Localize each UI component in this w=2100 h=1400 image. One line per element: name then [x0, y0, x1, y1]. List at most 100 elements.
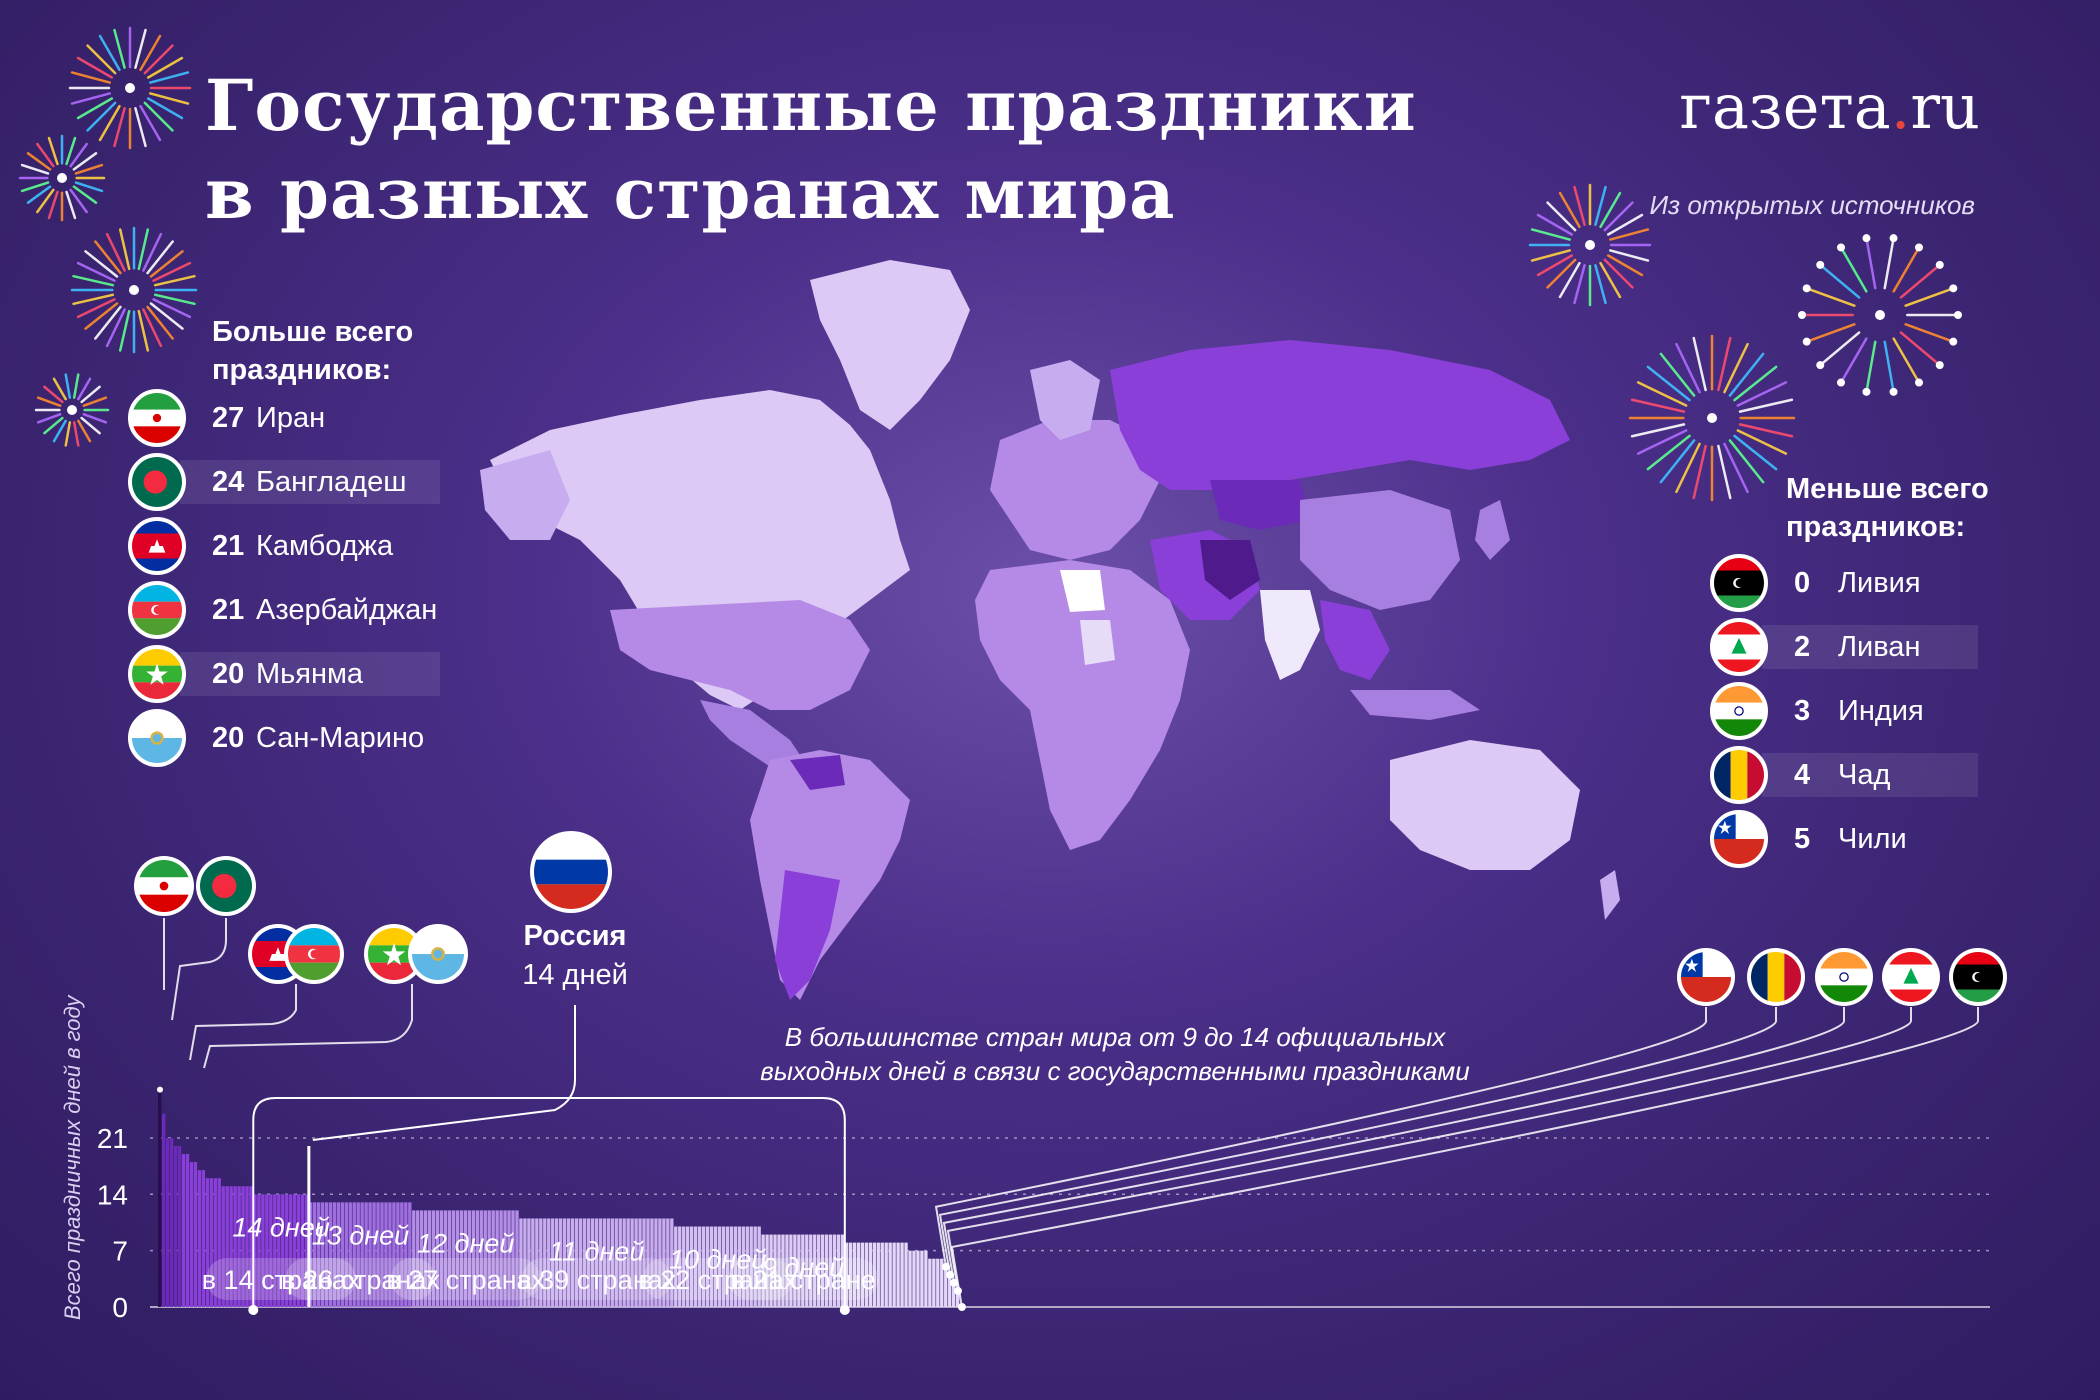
logo-tld: ru [1910, 70, 1980, 143]
bar [177, 1146, 182, 1307]
bar [813, 1234, 817, 1307]
bar [380, 1202, 384, 1307]
chile-flag-icon [1677, 948, 1735, 1006]
holiday-count: 3 [1794, 694, 1811, 727]
azerbaijan-flag-icon [128, 581, 186, 639]
bar [872, 1242, 876, 1307]
bar [686, 1226, 690, 1307]
bar [602, 1218, 607, 1307]
bar [471, 1210, 475, 1307]
bar [725, 1226, 730, 1307]
myanmar-flag-icon [364, 924, 424, 984]
lebanon-flag-icon [1710, 618, 1768, 676]
bar [463, 1210, 468, 1307]
y-tick-label: 7 [112, 1236, 128, 1267]
bar [185, 1154, 190, 1307]
group-count-pill [285, 1258, 436, 1300]
country-name: Чили [1838, 822, 1907, 855]
bar [388, 1202, 392, 1307]
bar [630, 1218, 634, 1307]
bar [876, 1242, 880, 1307]
y-tick-label: 0 [112, 1292, 128, 1323]
bar [741, 1226, 745, 1307]
bar [697, 1226, 702, 1307]
bar [824, 1234, 829, 1307]
bar [253, 1194, 257, 1307]
san-marino-flag-icon [128, 709, 186, 767]
firework-burst [34, 373, 110, 447]
holiday-count: 2 [1794, 630, 1811, 663]
russia-days: 14 дней [522, 959, 628, 991]
bangladesh-flag-icon [196, 856, 256, 916]
bar [817, 1234, 821, 1307]
map-greenland [810, 260, 970, 430]
bar [658, 1218, 662, 1307]
callout-line [938, 1007, 1778, 1275]
bar [352, 1202, 356, 1307]
holiday-count: 27 [212, 401, 245, 434]
most-title-line-2: праздников: [212, 354, 392, 386]
bar [666, 1218, 670, 1307]
bar [705, 1226, 710, 1307]
bar [586, 1218, 591, 1307]
bar [678, 1226, 682, 1307]
map-russia [1110, 340, 1570, 490]
iran-flag-icon [134, 856, 194, 916]
bar [237, 1186, 241, 1307]
group-count-pill [390, 1258, 541, 1300]
bar [944, 1266, 948, 1307]
bracket-dot [839, 1305, 850, 1315]
bar [555, 1218, 559, 1307]
bar [217, 1178, 221, 1307]
bar [161, 1113, 166, 1307]
bar [852, 1242, 857, 1307]
callout-dot [957, 1303, 966, 1311]
holiday-count: 4 [1794, 758, 1811, 791]
bar [860, 1242, 865, 1307]
bar [193, 1162, 198, 1307]
bar [932, 1258, 936, 1307]
bar [948, 1274, 952, 1307]
country-name: Бангладеш [256, 465, 407, 498]
bar [924, 1250, 928, 1307]
bar [912, 1250, 916, 1307]
bar [213, 1178, 217, 1307]
holiday-count: 21 [212, 593, 245, 626]
san-marino-flag-icon [408, 924, 468, 984]
holiday-count: 21 [212, 529, 245, 562]
bar [638, 1218, 642, 1307]
callout-line [942, 1007, 1846, 1284]
bar [201, 1170, 206, 1307]
bar [332, 1202, 337, 1307]
bar [654, 1218, 658, 1307]
logo-dot: . [1890, 70, 1911, 143]
most-list-item: 20 Мьянма [128, 642, 440, 706]
y-tick-label: 21 [97, 1123, 128, 1154]
bar [328, 1202, 333, 1307]
bar [312, 1202, 317, 1307]
group-count-pill [521, 1258, 672, 1300]
bar [892, 1242, 896, 1307]
bar [527, 1218, 531, 1307]
bar [674, 1226, 678, 1307]
russia-flag-icon [530, 831, 612, 913]
bar [447, 1210, 452, 1307]
map-usa [610, 600, 870, 710]
gazeta-logo[interactable]: газета.ru [1679, 70, 1980, 143]
group-days-label: 14 дней [232, 1212, 329, 1242]
bar [209, 1178, 213, 1307]
bar [864, 1242, 869, 1307]
most-list-item: 20 Сан-Марино [128, 706, 440, 770]
holiday-count: 20 [212, 657, 245, 690]
note-line-2: выходных дней в связи с государственными… [760, 1056, 1470, 1086]
bar [761, 1234, 765, 1307]
group-count-label: в 27 странах [386, 1265, 545, 1295]
bar [261, 1194, 265, 1307]
group-count-label: в 39 странах [517, 1265, 676, 1295]
bar [896, 1242, 900, 1307]
bar [519, 1218, 523, 1307]
note-line-1: В большинстве стран мира от 9 до 14 офиц… [784, 1022, 1446, 1052]
row-band [1762, 753, 1978, 797]
bar [701, 1226, 706, 1307]
